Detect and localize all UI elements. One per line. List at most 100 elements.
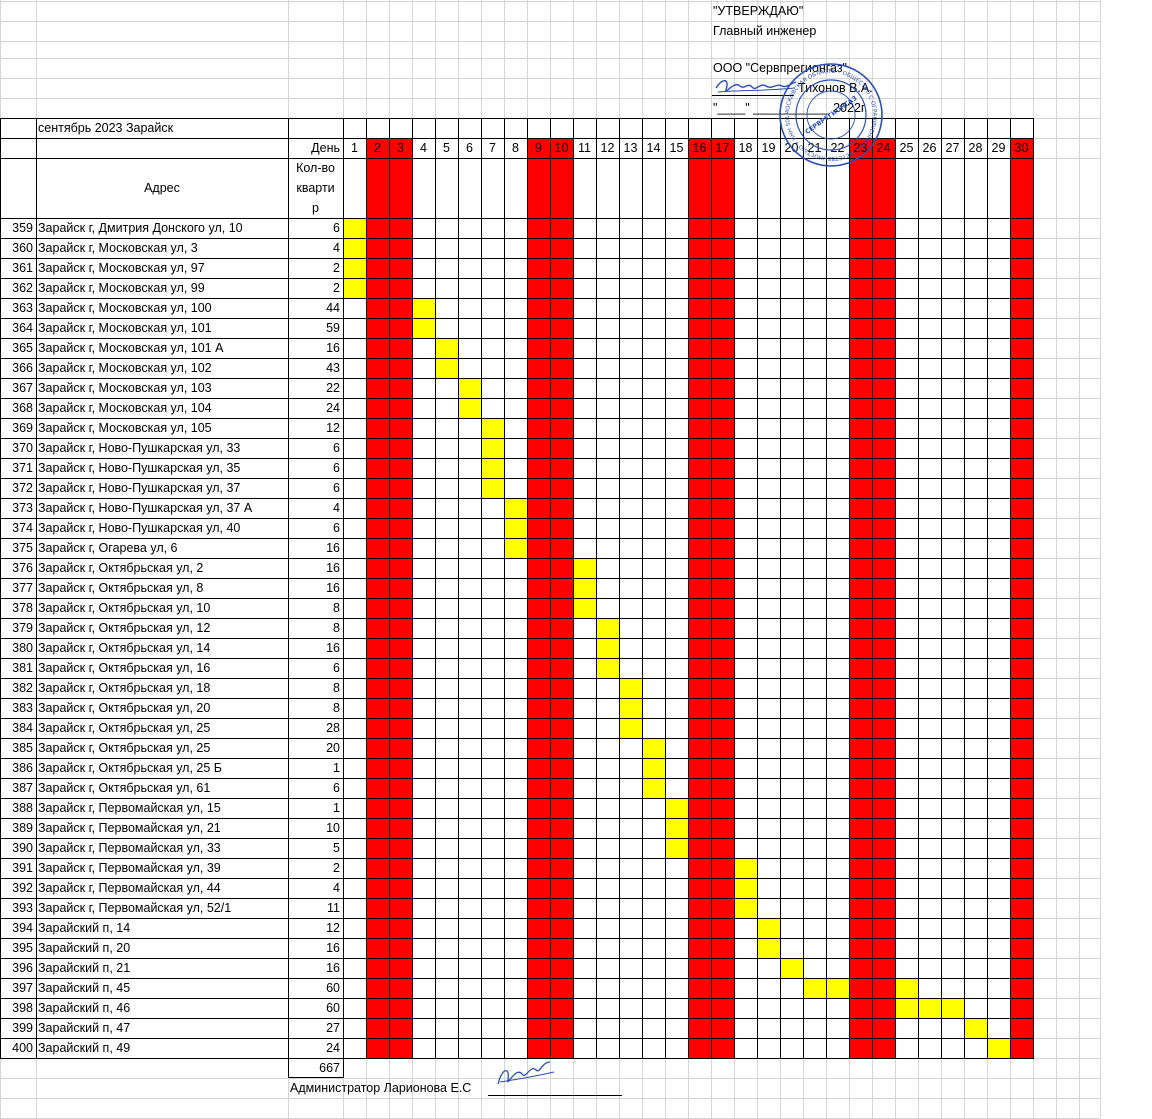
row-address: Зарайск г, Октябрьская ул, 2 [38,561,204,575]
row-quantity: 16 [326,561,340,575]
border-h [0,398,1034,399]
border-v [343,118,344,1059]
count-header-line: р [312,201,319,215]
scheduled-cell [987,1038,1010,1058]
row-quantity: 12 [326,921,340,935]
row-quantity: 6 [333,661,340,675]
scheduled-cell [964,1018,987,1038]
row-address: Зарайск г, Ново-Пушкарская ул, 37 [38,481,241,495]
row-address: Зарайский п, 45 [38,981,131,995]
border-h [0,158,1034,159]
scheduled-cell [665,798,688,818]
day-number: 29 [991,141,1006,155]
row-quantity: 16 [326,961,340,975]
border-h [0,798,1034,799]
day-number: 16 [692,141,707,155]
day-number: 21 [807,141,822,155]
border-h [0,658,1034,659]
row-address: Зарайск г, Первомайская ул, 52/1 [38,901,232,915]
border-h [0,478,1034,479]
border-v [0,118,1,1059]
day-number: 22 [830,141,845,155]
position-label: Главный инженер [713,24,817,38]
administrator-signature-image [497,1061,555,1085]
day-number: 8 [512,141,519,155]
row-number: 376 [12,561,33,575]
row-quantity: 59 [326,321,340,335]
border-v [734,118,735,1059]
row-address: Зарайск г, Первомайская ул, 21 [38,821,221,835]
border-v [688,118,689,1059]
border-v [435,118,436,1059]
row-quantity: 27 [326,1021,340,1035]
border-v [389,118,390,1059]
border-v [895,118,896,1059]
row-quantity: 2 [333,261,340,275]
border-h [0,338,1034,339]
border-v [803,118,804,1059]
border-h [0,898,1034,899]
row-number: 386 [12,761,33,775]
row-number: 391 [12,861,33,875]
row-quantity: 6 [333,221,340,235]
scheduled-cell [481,438,504,458]
row-address: Зарайский п, 49 [38,1041,131,1055]
day-number: 3 [397,141,404,155]
border-h [0,578,1034,579]
gridline-v [1079,0,1080,1118]
scheduled-cell [573,598,596,618]
row-number: 393 [12,901,33,915]
row-number: 394 [12,921,33,935]
address-header: Адрес [144,181,180,195]
row-number: 360 [12,241,33,255]
border-h [0,538,1034,539]
scheduled-cell [412,318,435,338]
scheduled-cell [343,258,366,278]
row-quantity: 4 [333,241,340,255]
day-number: 4 [420,141,427,155]
row-address: Зарайск г, Октябрьская ул, 8 [38,581,204,595]
scheduled-cell [619,718,642,738]
border-h [0,558,1034,559]
border-total-left [288,1058,289,1078]
border-h [0,738,1034,739]
scheduled-cell [941,998,964,1018]
row-quantity: 1 [333,801,340,815]
row-quantity: 43 [326,361,340,375]
scheduled-cell [780,958,803,978]
row-number: 377 [12,581,33,595]
day-number: 15 [669,141,684,155]
day-number: 19 [761,141,776,155]
row-number: 362 [12,281,33,295]
row-address: Зарайск г, Московская ул, 105 [38,421,212,435]
scheduled-cell [918,998,941,1018]
border-v [757,118,758,1059]
row-number: 382 [12,681,33,695]
border-v [504,118,505,1059]
border-v [619,118,620,1059]
day-number: 23 [853,141,868,155]
border-h [0,278,1034,279]
border-h [0,458,1034,459]
border-v [481,118,482,1059]
row-quantity: 28 [326,721,340,735]
approval-date-line: "____" ___________ 2022г. [713,101,868,115]
scheduled-cell [435,358,458,378]
border-v [366,118,367,1059]
row-address: Зарайск г, Московская ул, 101 А [38,341,224,355]
scheduled-cell [642,778,665,798]
day-number: 11 [578,141,591,155]
row-number: 397 [12,981,33,995]
row-quantity: 6 [333,481,340,495]
border-v [711,118,712,1059]
row-quantity: 4 [333,881,340,895]
scheduled-cell [619,678,642,698]
border-h [0,298,1034,299]
row-quantity: 16 [326,581,340,595]
border-v [665,118,666,1059]
row-quantity: 20 [326,741,340,755]
scheduled-cell [573,578,596,598]
scheduled-cell [895,998,918,1018]
border-v [288,118,289,1059]
border-h [0,1018,1034,1019]
